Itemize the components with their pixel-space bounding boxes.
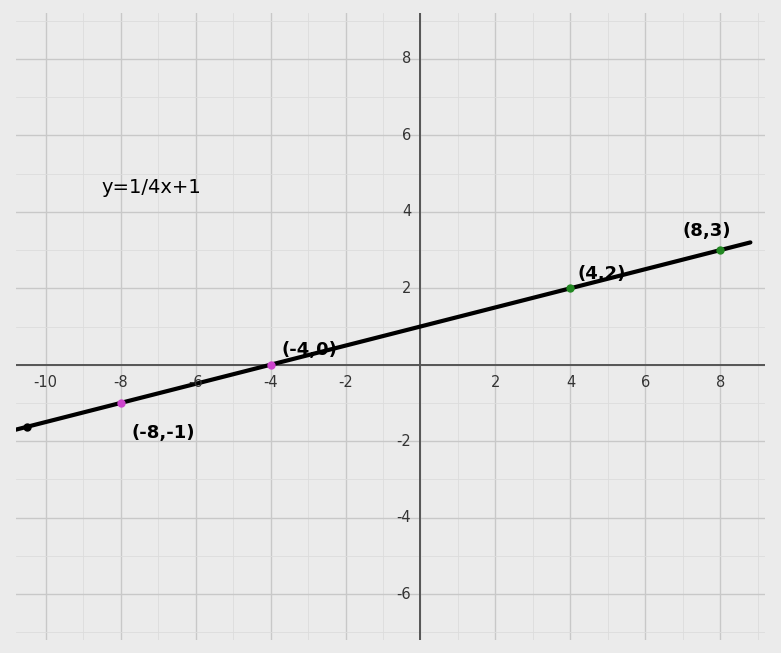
Text: -6: -6: [188, 375, 203, 390]
Text: (-4,0): (-4,0): [282, 341, 337, 359]
Text: 8: 8: [715, 375, 725, 390]
Text: 4: 4: [402, 204, 411, 219]
Text: (8,3): (8,3): [683, 223, 731, 240]
Text: 6: 6: [402, 128, 411, 143]
Text: 2: 2: [490, 375, 500, 390]
Text: -2: -2: [397, 434, 411, 449]
Text: -4: -4: [397, 510, 411, 525]
Text: -4: -4: [263, 375, 278, 390]
Text: 8: 8: [402, 52, 411, 67]
Text: 6: 6: [640, 375, 650, 390]
Text: 4: 4: [565, 375, 575, 390]
Text: (-8,-1): (-8,-1): [132, 424, 195, 442]
Text: -2: -2: [338, 375, 353, 390]
Text: -10: -10: [34, 375, 58, 390]
Text: (4,2): (4,2): [578, 264, 626, 283]
Text: -8: -8: [113, 375, 128, 390]
Text: -6: -6: [397, 586, 411, 601]
Text: 2: 2: [401, 281, 411, 296]
Text: y=1/4x+1: y=1/4x+1: [102, 178, 201, 197]
